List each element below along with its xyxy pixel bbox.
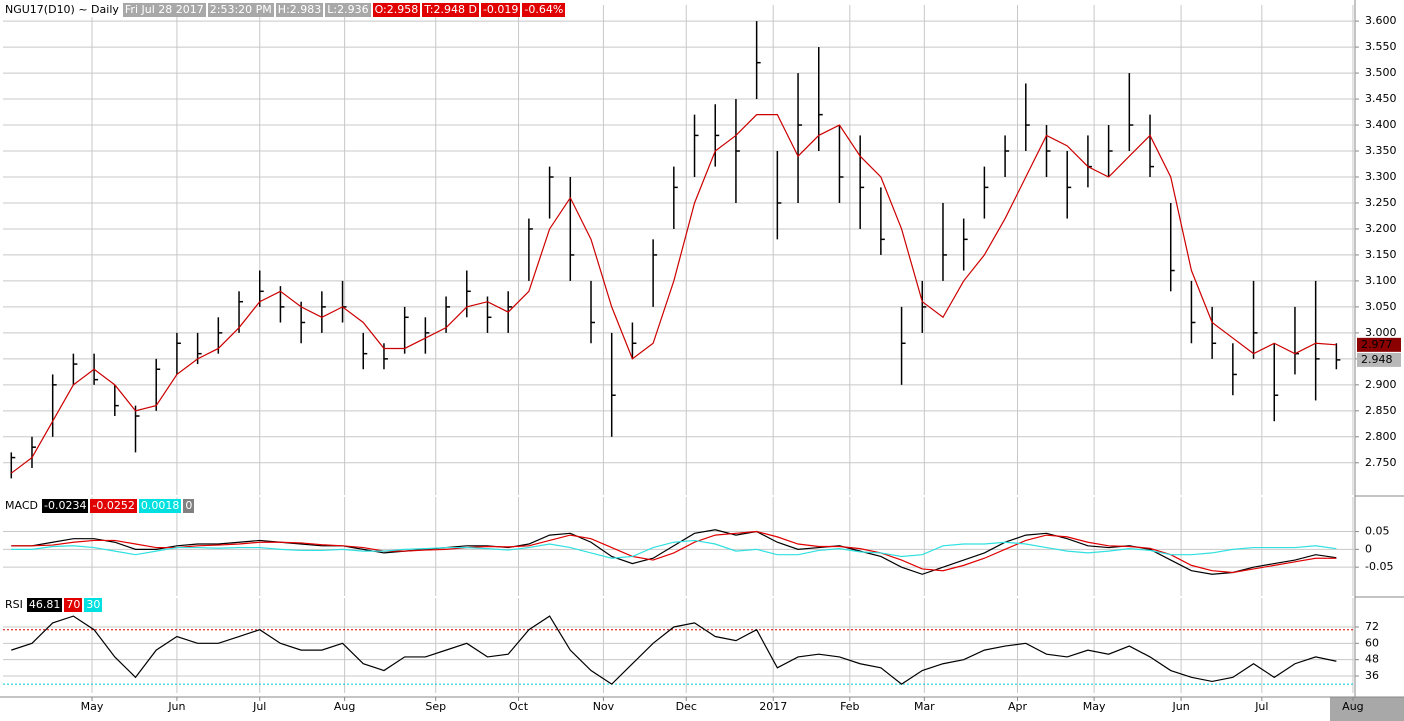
header-item: RSI	[3, 598, 25, 612]
x-tick-label: Aug	[1342, 700, 1363, 713]
y-tick-label: 3.300	[1365, 170, 1397, 183]
x-tick-label: Aug	[334, 700, 355, 713]
y-tick-label: 3.500	[1365, 66, 1397, 79]
header-item: -0.019	[480, 3, 521, 17]
header-item: 46.81	[26, 598, 63, 612]
x-tick-label: May	[81, 700, 104, 713]
y-tick-label: 3.100	[1365, 274, 1397, 287]
y-tick-label: 3.550	[1365, 40, 1397, 53]
axis-corner	[1330, 697, 1404, 721]
header-item: MACD	[3, 499, 40, 513]
header-item: L:2.936	[325, 3, 371, 17]
y-tick-label: 3.200	[1365, 222, 1397, 235]
y-tick-label: 3.400	[1365, 118, 1397, 131]
y-tick-label: 72	[1365, 620, 1379, 633]
header-item: 30	[84, 598, 103, 612]
y-tick-label: 3.050	[1365, 300, 1397, 313]
header-item: -0.0234	[41, 499, 89, 513]
y-tick-label: 3.450	[1365, 92, 1397, 105]
indicator-line	[11, 529, 1337, 575]
y-tick-label: 60	[1365, 636, 1379, 649]
y-tick-label: 2.800	[1365, 430, 1397, 443]
x-tick-label: Jun	[167, 700, 185, 713]
y-tick-label: 3.350	[1365, 144, 1397, 157]
x-tick-label: Jul	[252, 700, 266, 713]
price-header: NGU17(D10) ~ Daily Fri Jul 28 2017 2:53:20…	[3, 3, 566, 17]
header-item: T:2.948 D	[422, 3, 479, 17]
x-tick-label: Jul	[1254, 700, 1268, 713]
y-tick-label: 0.05	[1365, 525, 1390, 538]
x-tick-label: Dec	[676, 700, 697, 713]
y-tick-label: -0.05	[1365, 560, 1393, 573]
x-tick-label: Jun	[1171, 700, 1189, 713]
header-item: Fri Jul 28 2017	[122, 3, 206, 17]
y-tick-label: 48	[1365, 653, 1379, 666]
header-item: NGU17(D10) ~ Daily	[3, 3, 121, 17]
moving-average	[10, 114, 1337, 474]
header-item: 2:53:20 PM	[207, 3, 274, 17]
x-tick-label: 2017	[759, 700, 787, 713]
x-tick-label: Oct	[509, 700, 529, 713]
y-tick-label: 2.900	[1365, 378, 1397, 391]
rsi-header: RSI 46.81 70 30	[3, 598, 103, 612]
last-value-box	[1357, 352, 1401, 367]
header-item: -0.0252	[90, 499, 137, 513]
last-value-label: 2.977	[1361, 338, 1393, 351]
x-tick-label: Sep	[425, 700, 446, 713]
y-tick-label: 0	[1365, 542, 1372, 555]
header-item: 0.0018	[138, 499, 182, 513]
x-tick-label: Mar	[914, 700, 935, 713]
header-item: H:2.983	[275, 3, 324, 17]
x-tick-label: Nov	[593, 700, 615, 713]
y-tick-label: 3.600	[1365, 14, 1397, 27]
x-tick-label: Feb	[840, 700, 859, 713]
x-tick-label: May	[1083, 700, 1106, 713]
x-tick-label: Apr	[1008, 700, 1028, 713]
indicator-line	[11, 539, 1337, 559]
y-tick-label: 2.850	[1365, 404, 1397, 417]
header-item: 70	[64, 598, 83, 612]
header-item: 0	[183, 499, 195, 513]
y-tick-label: 3.000	[1365, 326, 1397, 339]
y-tick-label: 3.150	[1365, 248, 1397, 261]
last-value-label: 2.948	[1361, 353, 1393, 366]
indicator-line	[11, 615, 1337, 685]
header-item: O:2.958	[372, 3, 421, 17]
y-tick-label: 36	[1365, 669, 1379, 682]
indicator-line	[11, 530, 1337, 574]
y-tick-label: 3.250	[1365, 196, 1397, 209]
header-item: -0.64%	[522, 3, 566, 17]
last-value-box	[1357, 337, 1401, 352]
y-tick-label: 2.750	[1365, 456, 1397, 469]
macd-header: MACD -0.0234 -0.0252 0.0018 0	[3, 499, 195, 513]
